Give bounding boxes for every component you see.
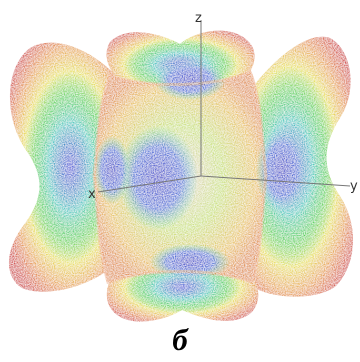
surface-body — [9, 31, 353, 322]
y-axis-label: y — [350, 179, 358, 194]
figure-caption: б — [0, 318, 360, 362]
x-axis-label: x — [88, 187, 96, 202]
z-axis-label: z — [195, 11, 202, 26]
blue-patch-far-left — [94, 136, 130, 204]
